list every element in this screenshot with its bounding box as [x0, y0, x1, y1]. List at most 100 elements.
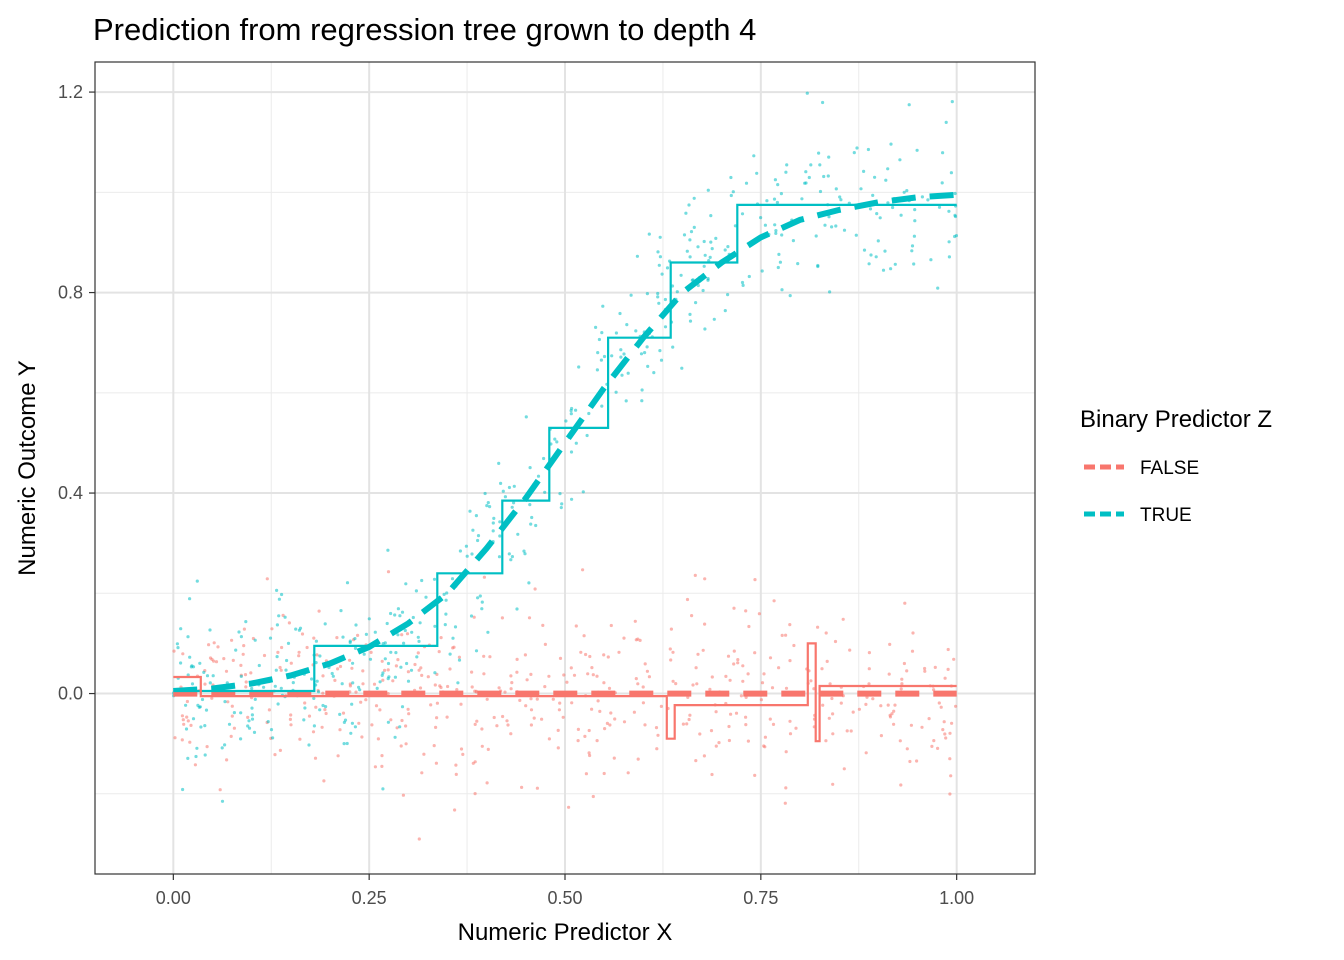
scatter-point-false: [915, 759, 919, 763]
scatter-point-true: [696, 245, 700, 249]
scatter-point-true: [827, 215, 831, 219]
scatter-point-false: [439, 636, 443, 640]
scatter-point-true: [321, 703, 325, 708]
scatter-point-true: [910, 249, 914, 253]
scatter-point-true: [779, 192, 784, 196]
scatter-point-false: [845, 729, 849, 733]
scatter-point-false: [472, 615, 476, 619]
scatter-point-false: [435, 701, 439, 705]
scatter-point-false: [691, 683, 695, 687]
scatter-point-true: [659, 358, 664, 362]
scatter-point-false: [587, 751, 591, 755]
scatter-point-true: [205, 674, 210, 678]
scatter-point-false: [702, 754, 707, 758]
scatter-point-true: [776, 183, 780, 187]
scatter-point-true: [564, 419, 568, 423]
scatter-point-true: [625, 323, 629, 327]
scatter-point-false: [654, 726, 659, 730]
scatter-point-false: [911, 631, 915, 635]
scatter-point-true: [873, 175, 877, 179]
scatter-point-false: [824, 739, 828, 743]
scatter-point-false: [898, 739, 902, 743]
scatter-point-true: [406, 679, 411, 683]
scatter-point-false: [695, 682, 699, 686]
scatter-point-true: [443, 623, 447, 627]
scatter-point-false: [278, 748, 282, 753]
scatter-point-false: [788, 719, 792, 723]
scatter-point-false: [400, 718, 404, 723]
scatter-point-true: [780, 288, 784, 292]
scatter-point-false: [892, 709, 896, 713]
scatter-point-false: [426, 675, 430, 679]
scatter-point-false: [356, 633, 360, 638]
scatter-point-false: [470, 685, 474, 689]
x-tick-label: 0.50: [547, 888, 582, 908]
scatter-point-false: [439, 685, 443, 690]
scatter-point-true: [250, 686, 254, 691]
scatter-point-true: [680, 366, 684, 370]
scatter-point-false: [941, 728, 945, 732]
scatter-point-true: [469, 614, 474, 618]
scatter-point-true: [912, 262, 916, 266]
scatter-point-false: [888, 642, 892, 647]
scatter-point-true: [176, 646, 180, 650]
y-tick-label: 1.2: [58, 82, 83, 102]
scatter-point-true: [814, 234, 818, 238]
scatter-point-false: [746, 672, 750, 676]
scatter-point-false: [584, 652, 588, 657]
scatter-point-true: [200, 697, 205, 702]
scatter-point-true: [827, 155, 831, 159]
scatter-point-true: [817, 151, 821, 155]
scatter-point-false: [556, 746, 560, 750]
scatter-point-true: [569, 412, 573, 416]
scatter-point-true: [511, 501, 516, 505]
scatter-point-false: [454, 763, 458, 767]
scatter-point-false: [763, 735, 768, 739]
scatter-point-true: [318, 708, 322, 712]
scatter-point-true: [852, 151, 856, 155]
scatter-point-true: [560, 502, 564, 506]
scatter-point-true: [396, 633, 400, 637]
scatter-point-false: [681, 722, 686, 726]
scatter-point-false: [659, 704, 664, 709]
scatter-point-false: [732, 662, 736, 666]
scatter-point-false: [701, 648, 705, 652]
scatter-point-false: [216, 645, 220, 649]
scatter-point-true: [684, 211, 688, 215]
scatter-point-true: [530, 515, 534, 520]
scatter-point-false: [739, 694, 744, 698]
scatter-point-true: [703, 253, 707, 257]
scatter-point-true: [196, 703, 200, 708]
scatter-point-true: [688, 319, 693, 323]
scatter-point-false: [729, 712, 733, 716]
x-axis-label: Numeric Predictor X: [458, 919, 673, 946]
scatter-point-true: [744, 181, 749, 185]
scatter-point-true: [393, 613, 397, 617]
scatter-point-false: [645, 669, 650, 673]
y-tick-label: 0.8: [58, 283, 83, 303]
scatter-point-false: [864, 751, 868, 755]
scatter-point-true: [893, 262, 897, 266]
scatter-point-true: [286, 641, 291, 646]
scatter-point-true: [350, 721, 354, 725]
scatter-point-true: [476, 534, 481, 538]
major-gridlines: [95, 62, 1035, 874]
scatter-point-true: [759, 216, 763, 220]
scatter-point-false: [453, 808, 457, 812]
scatter-point-false: [432, 744, 436, 748]
scatter-point-false: [954, 704, 958, 708]
scatter-point-true: [635, 254, 640, 258]
scatter-point-false: [848, 648, 852, 652]
scatter-point-false: [372, 682, 377, 686]
scatter-point-false: [300, 632, 305, 636]
scatter-point-true: [349, 731, 353, 735]
scatter-point-true: [385, 621, 389, 626]
scatter-point-false: [374, 704, 379, 708]
scatter-point-false: [903, 601, 907, 605]
scatter-point-false: [857, 707, 862, 711]
scatter-point-true: [393, 675, 397, 679]
scatter-point-true: [186, 756, 190, 761]
scatter-point-false: [280, 645, 284, 650]
scatter-point-false: [312, 636, 316, 640]
scatter-point-true: [643, 351, 647, 355]
